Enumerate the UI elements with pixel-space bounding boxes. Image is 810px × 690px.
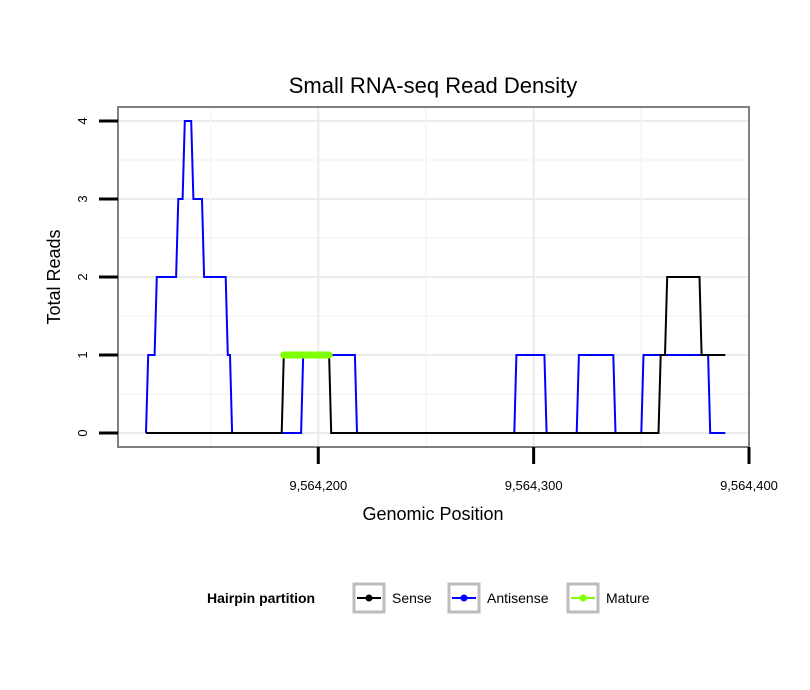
x-tick-label: 9,564,400	[720, 478, 778, 493]
y-tick-label: 4	[75, 117, 90, 124]
legend-item-antisense: Antisense	[447, 582, 549, 614]
legend-dot-mature	[579, 594, 587, 602]
legend-dot-antisense	[460, 594, 468, 602]
legend: Hairpin partition Sense Antisense Mature	[207, 582, 650, 614]
x-axis-title: Genomic Position	[362, 504, 503, 524]
chart-title: Small RNA-seq Read Density	[289, 73, 578, 98]
legend-item-mature: Mature	[566, 582, 650, 614]
y-axis: 0 1 2 3 4	[75, 117, 118, 437]
y-tick-label: 1	[75, 351, 90, 358]
legend-label-sense: Sense	[392, 590, 432, 606]
legend-item-sense: Sense	[352, 582, 432, 614]
y-tick-label: 3	[75, 195, 90, 202]
legend-label-antisense: Antisense	[487, 590, 549, 606]
series-layer	[145, 120, 726, 434]
y-tick-label: 2	[75, 273, 90, 280]
y-tick-label: 0	[75, 429, 90, 436]
grid-lines	[118, 107, 750, 447]
legend-label-mature: Mature	[606, 590, 650, 606]
legend-dot-sense	[365, 594, 373, 602]
x-axis: 9,564,200 9,564,300 9,564,400	[289, 447, 778, 493]
x-tick-label: 9,564,300	[505, 478, 563, 493]
x-tick-label: 9,564,200	[289, 478, 347, 493]
legend-title: Hairpin partition	[207, 590, 315, 606]
series-sense	[146, 276, 726, 434]
series-antisense	[145, 120, 726, 434]
y-axis-title: Total Reads	[44, 229, 64, 324]
